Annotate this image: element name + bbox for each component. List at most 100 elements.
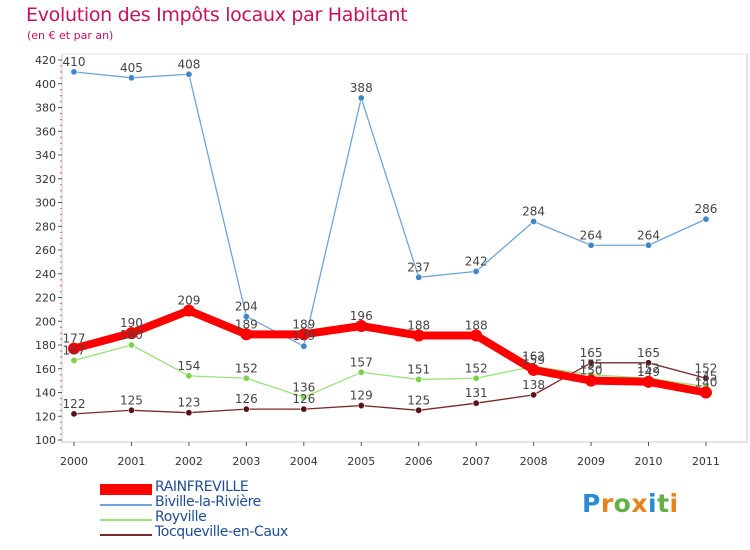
y-minor-tick <box>60 184 62 186</box>
legend-label-0: RAINFREVILLE <box>155 479 249 495</box>
y-minor-tick <box>60 374 62 376</box>
y-minor-tick <box>60 291 62 293</box>
legend-swatch-0 <box>100 484 152 495</box>
series-3-label-7: 131 <box>465 386 488 400</box>
y-minor-tick <box>60 332 62 334</box>
series-3-label-5: 129 <box>350 389 373 403</box>
series-line-1 <box>73 71 707 347</box>
x-tick-label-2004: 2004 <box>290 455 318 468</box>
series-3-point-4 <box>300 405 308 413</box>
y-minor-tick <box>60 196 62 198</box>
series-2-label-8: 162 <box>522 349 545 363</box>
y-minor-tick <box>60 267 62 269</box>
series-2-label-0: 167 <box>63 343 86 357</box>
y-minor-tick <box>60 71 62 73</box>
series-1-point-8 <box>530 218 538 226</box>
series-1-point-3 <box>242 312 250 320</box>
y-minor-tick <box>60 213 62 216</box>
series-1-point-4 <box>300 342 308 350</box>
series-0-label-3: 189 <box>235 317 258 331</box>
y-minor-tick <box>60 219 62 222</box>
series-2-label-1: 180 <box>120 328 143 342</box>
series-2-point-2 <box>185 372 193 380</box>
y-minor-tick <box>60 231 62 233</box>
y-minor-tick <box>60 409 62 412</box>
chart-title: Evolution des Impôts locaux par Habitant <box>26 4 408 26</box>
y-minor-tick <box>60 142 62 144</box>
series-0-label-9: 150 <box>580 364 603 378</box>
y-minor-tick <box>60 302 62 305</box>
series-3-label-2: 123 <box>177 396 200 410</box>
series-2-label-2: 154 <box>177 359 200 373</box>
y-minor-tick <box>60 124 62 127</box>
series-2-point-5 <box>357 368 365 376</box>
series-line-3 <box>73 362 707 415</box>
series-2-point-6 <box>415 375 423 383</box>
y-tick-label-360: 360 <box>35 125 56 138</box>
series-1-point-11 <box>702 215 710 223</box>
y-tick-label-160: 160 <box>35 363 56 376</box>
chart-subtitle: (en € et par an) <box>27 29 114 42</box>
series-2-label-11: 145 <box>694 370 717 384</box>
series-3-point-2 <box>185 409 193 417</box>
y-minor-tick <box>60 326 62 328</box>
legend-label-3: Tocqueville-en-Caux <box>155 524 288 540</box>
series-2-point-3 <box>242 374 250 382</box>
y-tick-label-180: 180 <box>35 339 56 352</box>
series-0-label-5: 196 <box>350 309 373 323</box>
series-2-point-1 <box>127 341 135 349</box>
series-line-0 <box>70 306 710 397</box>
y-minor-tick <box>60 403 62 406</box>
series-line-2 <box>73 344 707 398</box>
series-1-label-4: 179 <box>292 329 315 343</box>
series-0-label-10: 149 <box>637 365 660 379</box>
series-3-label-0: 122 <box>63 397 86 411</box>
series-0-label-7: 188 <box>465 319 488 333</box>
series-0-label-1: 190 <box>120 316 143 330</box>
y-minor-tick <box>60 308 62 311</box>
series-1-point-2 <box>185 70 193 78</box>
y-minor-tick <box>60 397 62 400</box>
series-1-label-7: 242 <box>465 254 488 268</box>
series-0-point-2 <box>182 304 195 317</box>
y-tick-label-320: 320 <box>35 173 56 186</box>
series-1-point-7 <box>472 267 480 275</box>
y-minor-tick <box>60 338 62 340</box>
y-minor-tick <box>60 285 62 287</box>
y-minor-tick <box>60 112 62 115</box>
series-3-label-10: 165 <box>637 346 660 360</box>
y-tick-label-200: 200 <box>35 315 56 328</box>
legend-swatch-3 <box>100 534 152 536</box>
y-minor-tick <box>60 261 62 263</box>
series-0-label-0: 177 <box>63 332 86 346</box>
series-2-point-7 <box>472 374 480 382</box>
series-1-label-9: 264 <box>580 228 603 242</box>
series-1-point-1 <box>127 74 135 82</box>
series-3-label-8: 138 <box>522 378 545 392</box>
series-1-label-11: 286 <box>694 202 717 216</box>
y-minor-tick <box>60 433 62 435</box>
y-minor-tick <box>60 77 62 79</box>
x-tick-label-2002: 2002 <box>175 455 203 468</box>
series-3-label-11: 152 <box>694 361 717 375</box>
y-tick-label-420: 420 <box>35 54 56 67</box>
y-minor-tick <box>60 65 62 67</box>
y-minor-tick <box>60 148 62 150</box>
y-minor-tick <box>60 136 62 138</box>
y-minor-tick <box>60 160 62 162</box>
series-2-point-4 <box>300 393 308 401</box>
series-1-point-5 <box>357 94 365 102</box>
series-0-label-6: 188 <box>407 319 430 333</box>
series-3-label-6: 125 <box>407 393 430 407</box>
y-minor-tick <box>60 255 62 257</box>
y-minor-tick <box>60 207 62 210</box>
series-1-label-10: 264 <box>637 228 660 242</box>
series-3-label-9: 165 <box>580 346 603 360</box>
series-1-label-1: 405 <box>120 61 143 75</box>
series-3-point-6 <box>415 406 423 414</box>
legend-label-1: Biville-la-Rivière <box>155 494 261 510</box>
series-0-point-1 <box>125 327 138 340</box>
y-minor-tick <box>60 172 62 174</box>
series-3-point-10 <box>644 359 652 367</box>
